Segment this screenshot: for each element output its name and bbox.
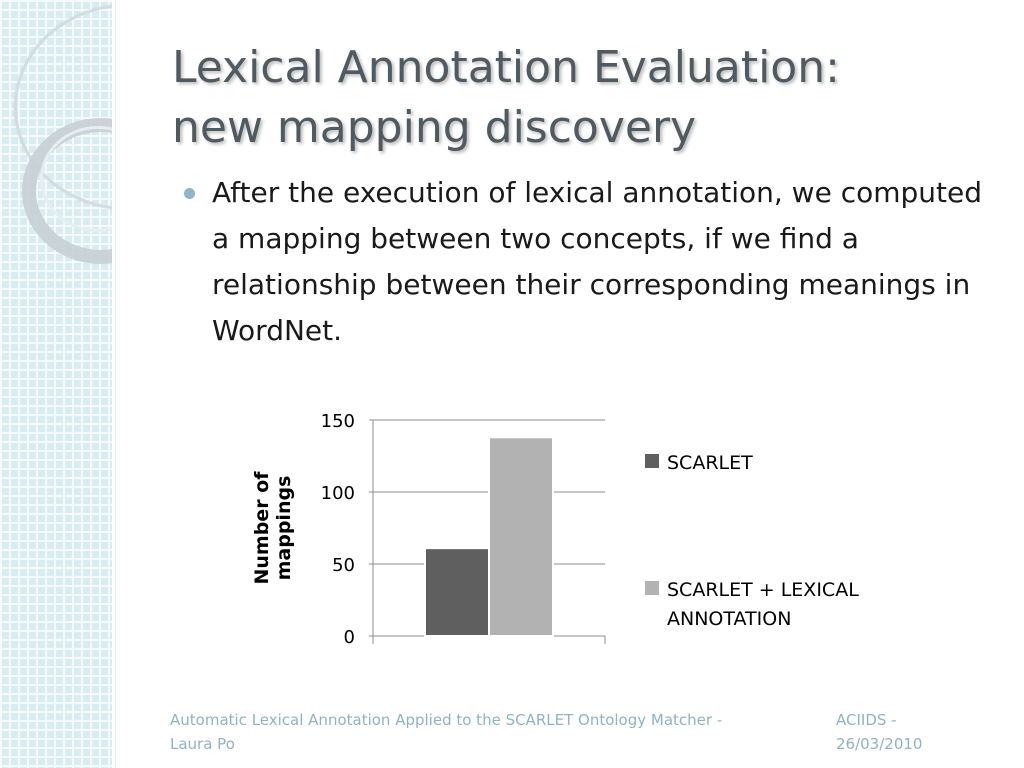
footer-left: Automatic Lexical Annotation Applied to … <box>170 708 800 756</box>
bar-scarlet <box>424 547 490 637</box>
y-axis-label: Number of mappings <box>251 471 295 585</box>
legend-label-scarlet-lexical-annotation-line-2: ANNOTATION <box>667 608 791 630</box>
y-tick-label: 50 <box>332 555 355 576</box>
title-line-2: new mapping discovery <box>172 102 697 153</box>
legend-swatch-scarlet <box>645 454 659 468</box>
y-axis-label-line: Number of <box>251 471 273 585</box>
legend-swatch-scarlet-lexical-annotation <box>645 581 659 595</box>
bullet-text: After the execution of lexical annotatio… <box>212 176 982 347</box>
y-axis-label-line: mappings <box>273 476 295 581</box>
slide-title: Lexical Annotation Evaluation: new mappi… <box>172 38 992 158</box>
strip-divider <box>112 0 116 768</box>
bullet-dot-icon <box>184 188 195 199</box>
footer-left-line-1: Automatic Lexical Annotation Applied to … <box>170 711 723 729</box>
legend-label-scarlet-lexical-annotation: SCARLET + LEXICAL <box>667 579 859 601</box>
footer-left-line-2: Laura Po <box>170 735 235 753</box>
footer-right-line-1: ACIIDS - <box>836 711 897 729</box>
bar-scarlet-lexical-annotation <box>488 436 554 637</box>
footer-right: ACIIDS - 26/03/2010 <box>836 708 956 756</box>
legend-label-scarlet: SCARLET <box>667 452 753 474</box>
decorative-side-strip <box>0 0 113 768</box>
y-tick-label: 0 <box>344 627 355 648</box>
bar-chart: 0 50 100 150 Number of mappings SCARLET SCARLET… <box>251 411 859 648</box>
y-tick-label: 150 <box>321 411 355 432</box>
footer-right-line-2: 26/03/2010 <box>836 735 923 753</box>
title-line-1: Lexical Annotation Evaluation: <box>172 42 840 93</box>
y-tick-label: 100 <box>321 483 355 504</box>
